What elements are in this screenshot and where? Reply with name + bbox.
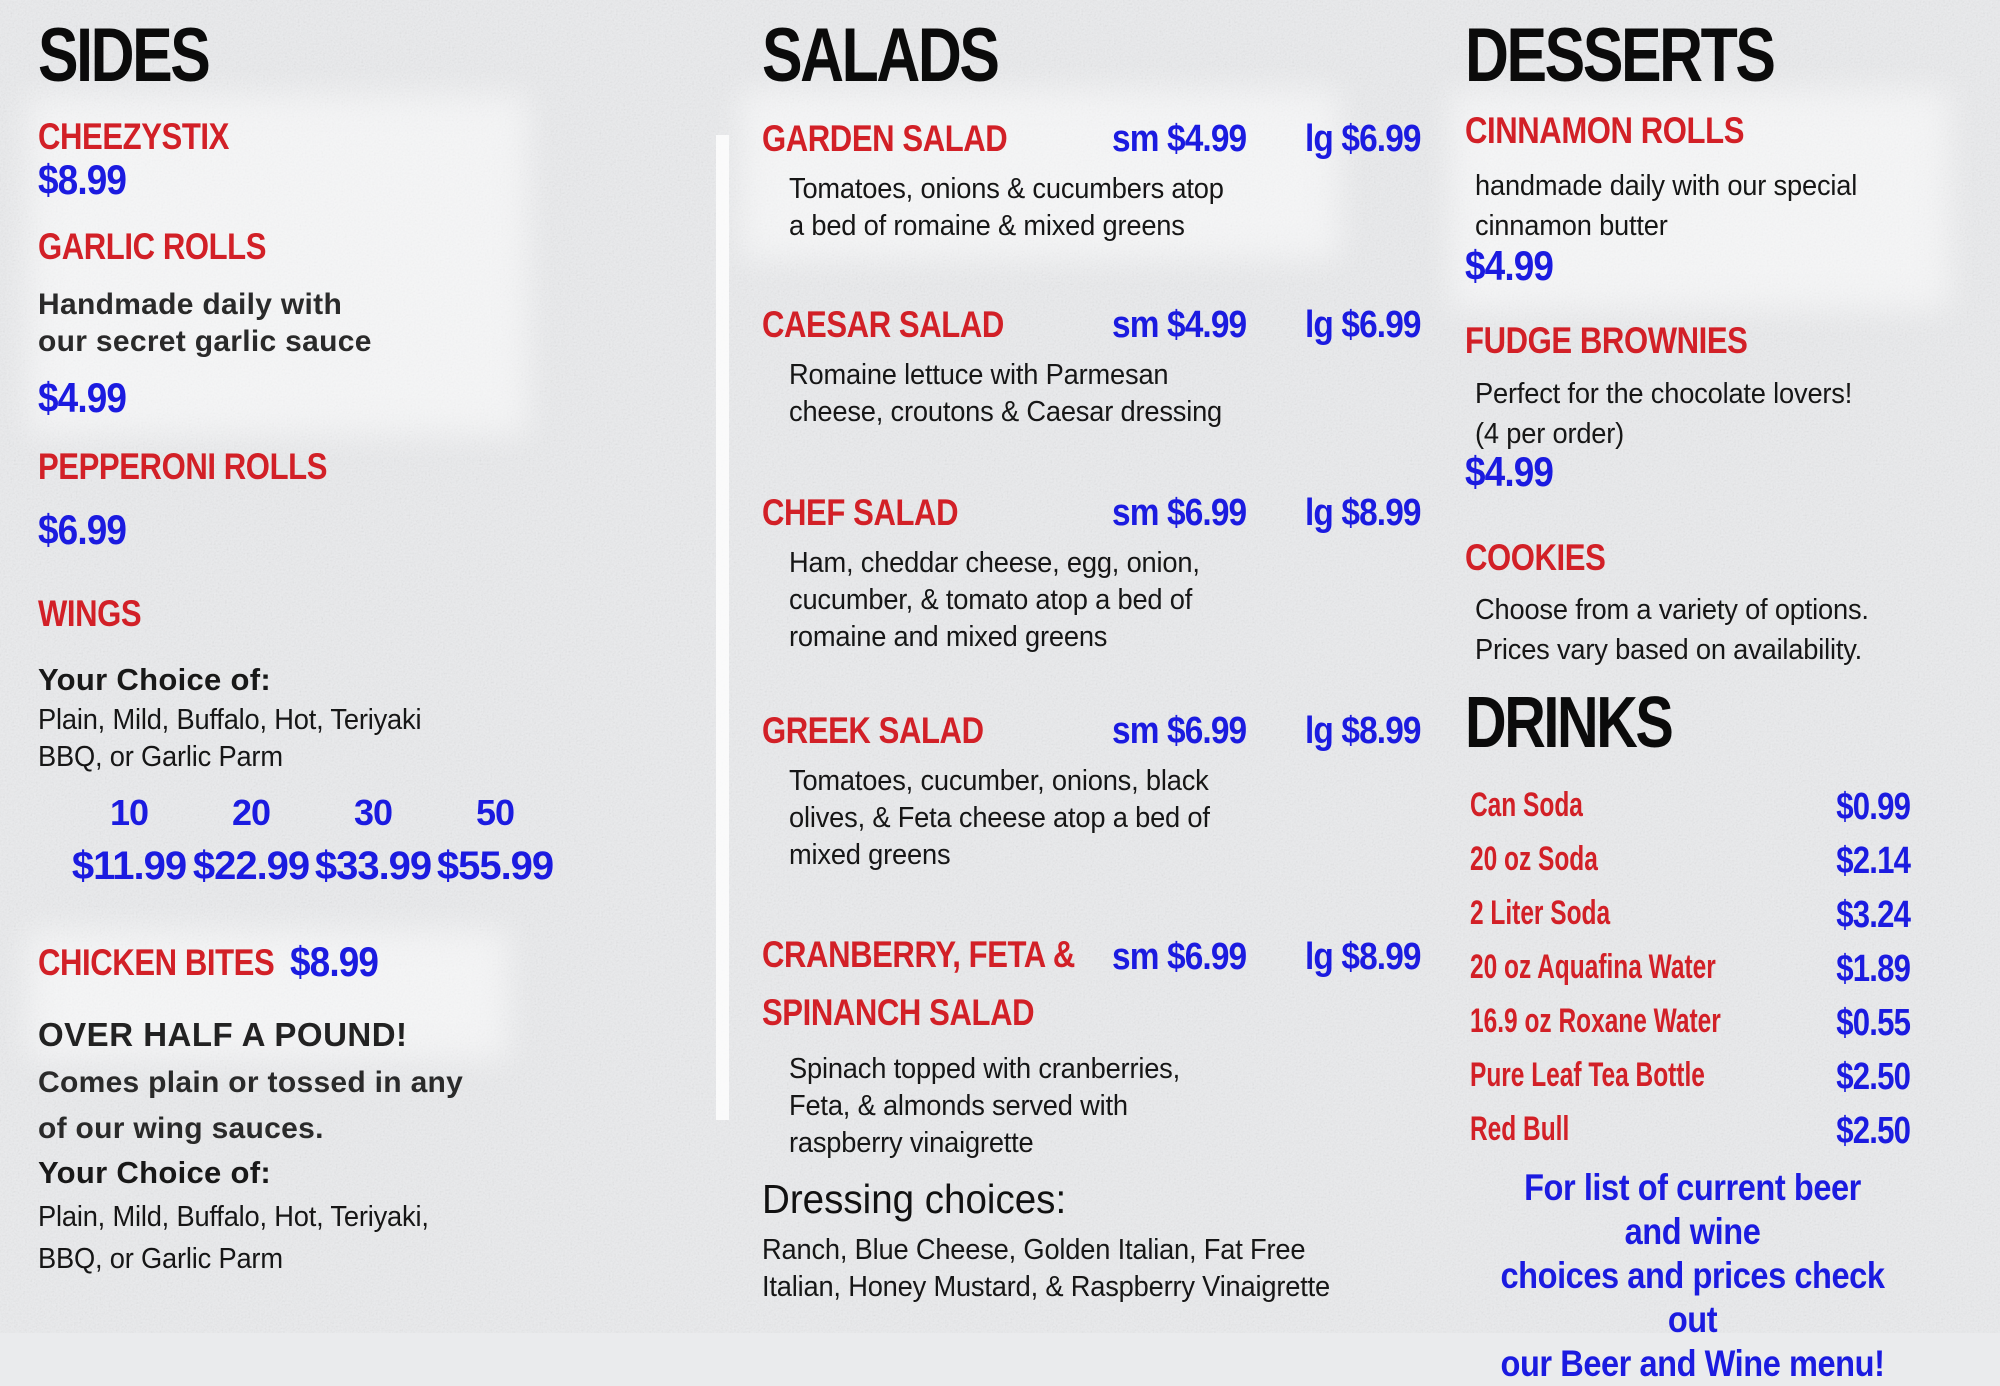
wings-size-option: 20 $22.99 (190, 792, 312, 889)
salad-item-caesar: CAESAR SALAD sm $4.99 lg $6.99 Romaine l… (762, 302, 1422, 431)
small-price: sm $6.99 (1112, 936, 1247, 978)
sides-title: SIDES (38, 13, 211, 98)
item-price: $4.99 (1465, 242, 1554, 289)
large-price: lg $6.99 (1304, 118, 1422, 160)
drink-row: Can Soda $0.99 (1470, 786, 1911, 840)
salad-description: Tomatoes, onions & cucumbers atop a bed … (789, 173, 1224, 242)
salad-prices: sm $4.99 lg $6.99 (1112, 304, 1436, 347)
dressing-choices-list: Ranch, Blue Cheese, Golden Italian, Fat … (762, 1234, 1330, 1303)
wings-qty: 50 (475, 792, 515, 833)
sides-column: SIDES CHEEZYSTIX $8.99 GARLIC ROLLS Hand… (38, 0, 598, 1333)
drink-row: 20 oz Soda $2.14 (1470, 840, 1911, 894)
drink-name: 20 oz Aquafina Water (1470, 948, 1716, 986)
drink-row: Pure Leaf Tea Bottle $2.50 (1470, 1056, 1911, 1110)
wings-qty-price: $33.99 (314, 844, 432, 888)
drink-name: Red Bull (1470, 1110, 1570, 1148)
wings-qty: 10 (109, 792, 149, 833)
white-strip (716, 135, 729, 1120)
wings-qty: 30 (353, 792, 393, 833)
salad-item-greek: GREEK SALAD sm $6.99 lg $8.99 Tomatoes, … (762, 708, 1422, 874)
item-chicken-bites: CHICKEN BITES $8.99 (38, 938, 598, 986)
wings-choice-label: Your Choice of: (38, 662, 271, 697)
item-price: $6.99 (38, 506, 127, 553)
drink-row: 20 oz Aquafina Water $1.89 (1470, 948, 1911, 1002)
wings-size-option: 50 $55.99 (434, 792, 556, 889)
salad-description: Ham, cheddar cheese, egg, onion, cucumbe… (789, 547, 1200, 653)
drink-price: $1.89 (1836, 948, 1911, 990)
drinks-title: DRINKS (1465, 683, 1674, 763)
item-name-fudge-brownies: FUDGE BROWNIES (1465, 320, 1748, 361)
small-price: sm $4.99 (1112, 304, 1247, 346)
drink-price: $3.24 (1836, 894, 1911, 936)
salad-description: Spinach topped with cranberries, Feta, &… (789, 1053, 1181, 1159)
wings-sauce-choices: Plain, Mild, Buffalo, Hot, Teriyaki BBQ,… (38, 704, 422, 773)
wings-size-price-table: 10 $11.99 20 $22.99 30 $33.99 50 $55.99 (68, 792, 556, 889)
item-description: Comes plain or tossed in any of our wing… (38, 1066, 464, 1145)
dressing-choices-title: Dressing choices: (762, 1176, 1067, 1222)
salads-column: SALADS GARDEN SALAD sm $4.99 lg $6.99 To… (762, 0, 1422, 1333)
drink-price: $2.14 (1836, 840, 1911, 882)
item-description: Perfect for the chocolate lovers! (4 per… (1475, 378, 1853, 450)
drink-price: $0.55 (1836, 1002, 1911, 1044)
item-name-pepperoni-rolls: PEPPERONI ROLLS (38, 446, 328, 487)
drink-name: 16.9 oz Roxane Water (1470, 1002, 1721, 1040)
drink-row: Red Bull $2.50 (1470, 1110, 1911, 1164)
item-name-garlic-rolls: GARLIC ROLLS (38, 226, 267, 267)
item-price: $4.99 (1465, 448, 1554, 495)
salad-description: Romaine lettuce with Parmesan cheese, cr… (789, 359, 1223, 428)
large-price: lg $8.99 (1304, 710, 1422, 752)
chicken-choice-label: Your Choice of: (38, 1155, 271, 1190)
drink-row: 2 Liter Soda $3.24 (1470, 894, 1911, 948)
drink-row: 16.9 oz Roxane Water $0.55 (1470, 1002, 1911, 1056)
wings-qty-price: $11.99 (71, 844, 187, 888)
item-description: Choose from a variety of options. Prices… (1475, 594, 1869, 666)
salad-prices: sm $6.99 lg $8.99 (1112, 710, 1436, 753)
wings-size-option: 30 $33.99 (312, 792, 434, 889)
beer-wine-note: For list of current beer and wine choice… (1500, 1167, 1885, 1384)
large-price: lg $8.99 (1304, 936, 1422, 978)
salad-item-cranberry-feta-spinach: CRANBERRY, FETA & SPINANCH SALAD sm $6.9… (762, 926, 1422, 1162)
small-price: sm $6.99 (1112, 492, 1247, 534)
drink-price: $2.50 (1836, 1110, 1911, 1152)
item-description: Handmade daily with our secret garlic sa… (38, 288, 372, 358)
item-name-wings: WINGS (38, 593, 142, 634)
wings-qty-price: $55.99 (436, 844, 554, 888)
salads-title: SALADS (762, 13, 1000, 98)
wings-qty-price: $22.99 (192, 844, 310, 888)
salad-prices: sm $6.99 lg $8.99 (1112, 492, 1436, 535)
drink-name: Can Soda (1470, 786, 1583, 824)
item-name-cinnamon-rolls: CINNAMON ROLLS (1465, 110, 1745, 151)
wings-qty: 20 (231, 792, 271, 833)
drink-name: 2 Liter Soda (1470, 894, 1611, 932)
chicken-sauce-choices: Plain, Mild, Buffalo, Hot, Teriyaki, BBQ… (38, 1201, 429, 1275)
large-price: lg $6.99 (1304, 304, 1422, 346)
item-price: $4.99 (38, 374, 127, 421)
salad-item-chef: CHEF SALAD sm $6.99 lg $8.99 Ham, chedda… (762, 490, 1422, 656)
desserts-drinks-column: DESSERTS CINNAMON ROLLS handmade daily w… (1465, 0, 1920, 1384)
item-description: handmade daily with our special cinnamon… (1475, 170, 1858, 242)
salad-prices: sm $4.99 lg $6.99 (1112, 118, 1436, 161)
drink-name: 20 oz Soda (1470, 840, 1598, 878)
item-name-chicken-bites: CHICKEN BITES (38, 942, 275, 983)
item-price: $8.99 (38, 156, 127, 203)
drink-name: Pure Leaf Tea Bottle (1470, 1056, 1705, 1094)
item-name-cookies: COOKIES (1465, 537, 1606, 578)
drink-price: $2.50 (1836, 1056, 1911, 1098)
salad-item-garden: GARDEN SALAD sm $4.99 lg $6.99 Tomatoes,… (762, 116, 1422, 245)
item-name-cheezystix: CHEEZYSTIX (38, 116, 229, 157)
drinks-list: Can Soda $0.99 20 oz Soda $2.14 2 Liter … (1470, 786, 1911, 1164)
salad-description: Tomatoes, cucumber, onions, black olives… (789, 765, 1210, 871)
salad-prices: sm $6.99 lg $8.99 (1112, 936, 1436, 979)
small-price: sm $6.99 (1112, 710, 1247, 752)
chicken-bites-tagline: OVER HALF A POUND! (38, 1016, 408, 1053)
item-price: $8.99 (290, 938, 379, 985)
large-price: lg $8.99 (1304, 492, 1422, 534)
drink-price: $0.99 (1836, 786, 1911, 828)
desserts-title: DESSERTS (1465, 13, 1776, 98)
wings-size-option: 10 $11.99 (68, 792, 190, 889)
small-price: sm $4.99 (1112, 118, 1247, 160)
